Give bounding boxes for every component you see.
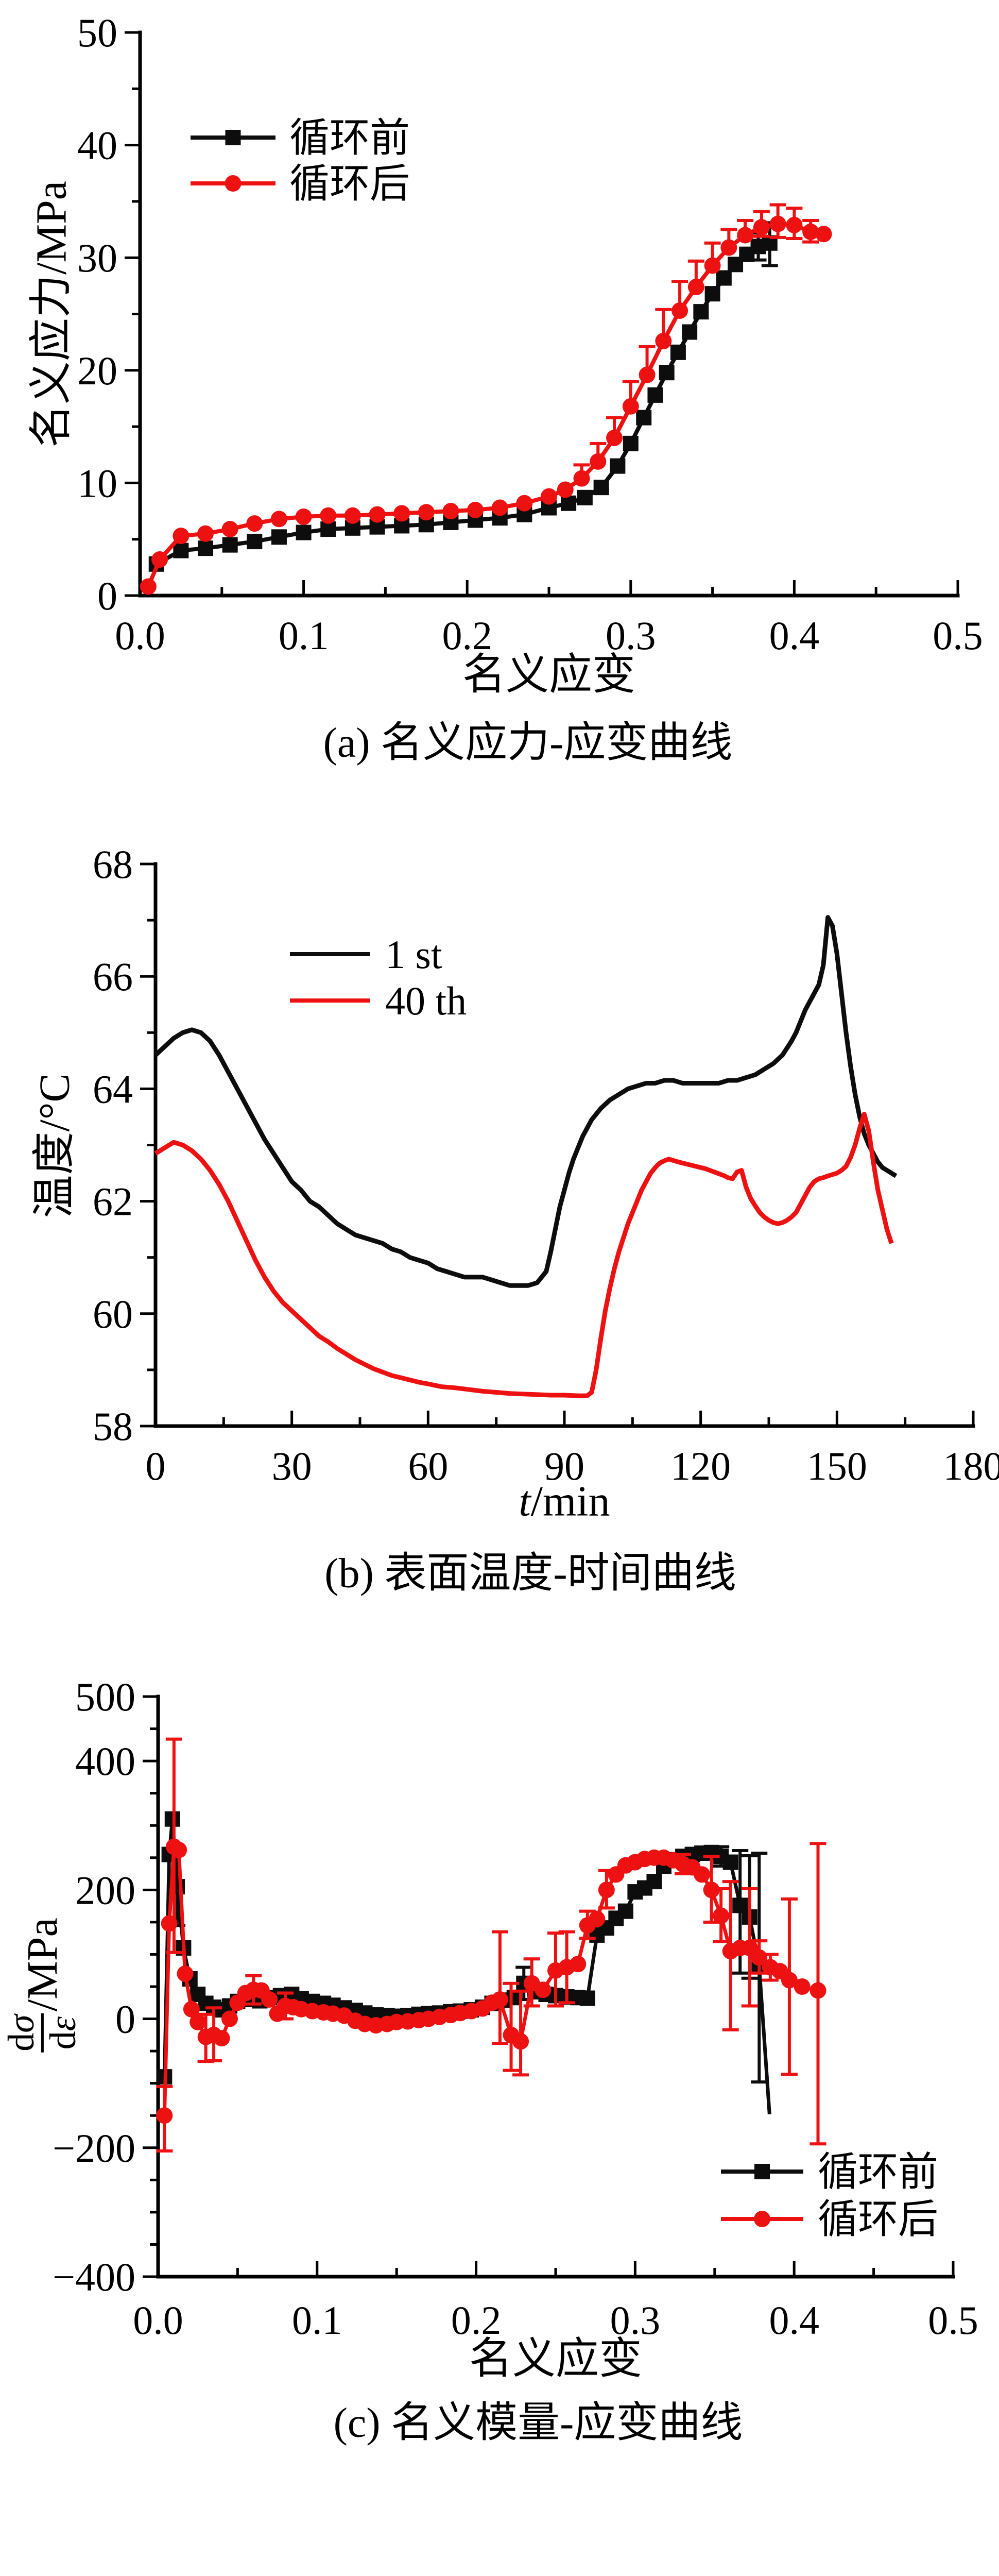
svg-text:0.1: 0.1	[292, 2298, 342, 2343]
svg-text:30: 30	[77, 235, 117, 280]
svg-text:1 st: 1 st	[385, 932, 442, 977]
axes	[153, 862, 975, 1428]
caption-a: (a) 名义应力-应变曲线	[323, 719, 733, 766]
svg-text:10: 10	[77, 461, 117, 505]
svg-text:500: 500	[75, 1674, 135, 1719]
tick-labels: −400 −200 0 200 400 500 0.0 0.1 0.2 0.3 0.4 0.5	[53, 1674, 978, 2343]
svg-text:0.0: 0.0	[133, 2298, 183, 2343]
svg-text:120: 120	[670, 1444, 731, 1488]
panel-b-temperature-time: 58 60 62 64 66 68 0 30 60 90 120 150 180 1 st 40 th 温度…	[0, 831, 999, 1660]
svg-text:0.0: 0.0	[115, 613, 165, 658]
x-axis-title-time: t/min	[519, 1477, 610, 1526]
svg-text:−200: −200	[53, 2126, 135, 2171]
caption-b: (b) 表面温度-时间曲线	[324, 1549, 736, 1597]
svg-text:180: 180	[943, 1444, 999, 1488]
series-cycle-1st	[153, 915, 898, 1288]
svg-text:66: 66	[93, 954, 133, 999]
svg-text:循环后: 循环后	[289, 161, 410, 206]
x-axis-title-strain-c: 名义应变	[469, 2335, 643, 2383]
svg-text:68: 68	[93, 842, 133, 887]
svg-text:循环前: 循环前	[289, 115, 410, 160]
svg-text:0.3: 0.3	[610, 2298, 661, 2343]
ticks	[140, 862, 975, 1428]
panel-d-soh: 97.097.598.098.599.099.5100.0100.5010203…	[0, 2490, 999, 2576]
svg-text:60: 60	[408, 1444, 448, 1488]
series-before-cycling	[148, 221, 778, 572]
svg-text:0: 0	[115, 1997, 135, 2042]
panel-a-stress-strain: 0 10 20 30 40 50 0.0 0.1 0.2 0.3 0.4 0.5 循环前 循环后 名义应力…	[0, 0, 999, 831]
svg-text:200: 200	[75, 1868, 135, 1912]
svg-text:循环后: 循环后	[818, 2197, 938, 2242]
y-axis-title-modulus: dσ dε /MPa	[1, 1918, 83, 2055]
svg-text:0.2: 0.2	[451, 2298, 502, 2343]
y-axis-title-temperature: 温度/°C	[30, 1073, 79, 1218]
soh-chart-canvas: 97.097.598.098.599.099.5100.0100.5010203…	[0, 2490, 999, 2576]
svg-text:40 th: 40 th	[385, 978, 467, 1023]
series-cycle-40th	[154, 1111, 894, 1398]
svg-text:循环前: 循环前	[818, 2149, 938, 2194]
panel-c-modulus-strain: −400 −200 0 200 400 500 0.0 0.1 0.2 0.3 0.4 0.5 循环前循…	[0, 1660, 999, 2490]
svg-text:150: 150	[807, 1444, 867, 1488]
svg-text:400: 400	[75, 1739, 135, 1784]
svg-text:0: 0	[97, 573, 117, 618]
svg-text:40: 40	[77, 123, 117, 168]
y-axis-title-stress: 名义应力/MPa	[27, 180, 76, 448]
svg-text:0.2: 0.2	[442, 613, 492, 658]
series-after-cycling	[156, 1737, 826, 2153]
svg-text:0.5: 0.5	[928, 2298, 978, 2343]
svg-text:50: 50	[77, 10, 117, 55]
x-axis-title-strain: 名义应变	[462, 651, 636, 699]
ticks	[143, 1695, 955, 2278]
svg-text:30: 30	[272, 1444, 312, 1488]
tick-labels: 0 10 20 30 40 50 0.0 0.1 0.2 0.3 0.4 0.5	[77, 10, 983, 658]
svg-text:0: 0	[146, 1444, 166, 1488]
svg-text:62: 62	[93, 1179, 133, 1224]
caption-c: (c) 名义模量-应变曲线	[333, 2399, 743, 2446]
svg-text:64: 64	[93, 1066, 133, 1111]
svg-text:90: 90	[544, 1444, 584, 1488]
svg-text:60: 60	[93, 1292, 133, 1336]
svg-text:0.3: 0.3	[606, 613, 656, 658]
svg-text:0.5: 0.5	[933, 613, 983, 658]
svg-text:0.4: 0.4	[769, 613, 820, 658]
derivative-fraction: dσ dε	[1, 2011, 83, 2055]
svg-text:20: 20	[77, 348, 117, 393]
ticks	[125, 31, 959, 597]
svg-text:0.4: 0.4	[769, 2298, 819, 2343]
modulus-strain-chart-canvas: −400 −200 0 200 400 500 0.0 0.1 0.2 0.3 0.4 0.5 循环前循…	[53, 1674, 978, 2343]
tick-labels: 58 60 62 64 66 68 0 30 60 90 120 150 180	[93, 842, 999, 1488]
svg-text:0.1: 0.1	[279, 613, 329, 658]
svg-text:58: 58	[93, 1404, 133, 1449]
series-after-cycling	[140, 203, 832, 595]
svg-text:−400: −400	[53, 2255, 135, 2299]
